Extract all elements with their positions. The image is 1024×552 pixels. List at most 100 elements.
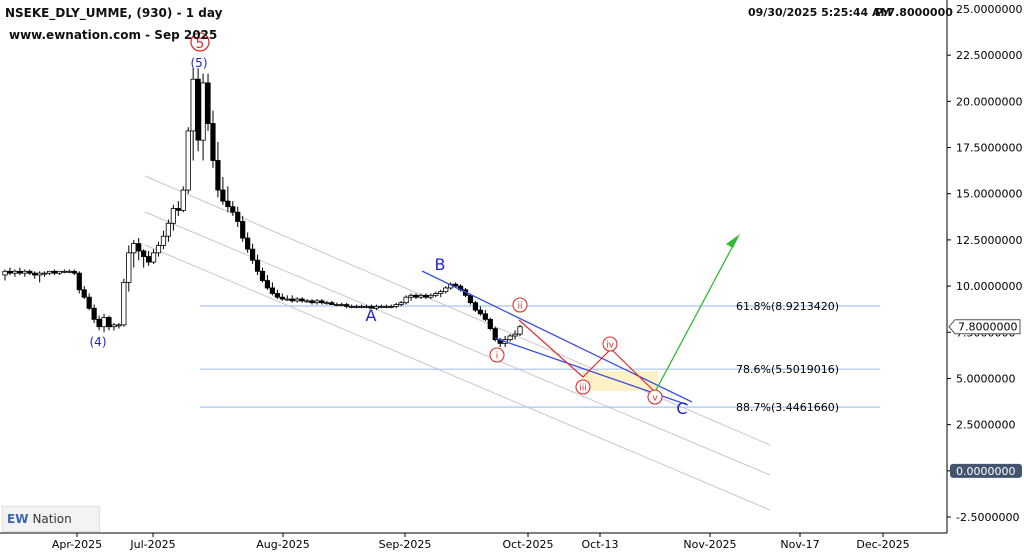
candle-body	[353, 306, 360, 308]
candle-body	[284, 298, 290, 301]
candle-body	[220, 189, 226, 202]
candle-body	[477, 309, 483, 315]
candle-body	[289, 298, 295, 302]
candle-body	[245, 237, 251, 250]
projection-arrowhead	[726, 234, 740, 248]
y-tick-label: 10.0000000	[956, 280, 1022, 293]
candle-body	[368, 306, 375, 309]
candle-body	[175, 208, 181, 211]
candle-body	[349, 306, 355, 308]
y-tick-label: 12.5000000	[956, 234, 1022, 247]
y-tick-label: 22.5000000	[956, 49, 1022, 62]
candle-body	[146, 256, 152, 263]
candle-body	[428, 294, 434, 298]
candle-body	[136, 243, 142, 252]
candle-body	[383, 306, 389, 308]
wave-sub-v-label: v	[652, 394, 658, 404]
x-tick-label: Jul-2025	[129, 538, 175, 551]
logo-text: Nation	[32, 512, 72, 526]
candle-body	[279, 296, 285, 300]
candle-body	[413, 294, 419, 298]
candle-body	[51, 270, 58, 274]
candle-body	[141, 250, 147, 257]
candle-body	[408, 294, 414, 298]
wave-label-4: (4)	[90, 335, 107, 349]
x-tick-label: Oct-2025	[503, 538, 554, 551]
y-tick-label: 2.5000000	[956, 419, 1016, 432]
candle-body	[453, 283, 459, 287]
candle-body	[423, 294, 429, 298]
candle-body	[37, 272, 43, 276]
candle-body	[56, 270, 63, 274]
wave-sub-iii-circle	[575, 379, 591, 395]
candle-body	[254, 259, 261, 272]
candle-body	[388, 306, 394, 308]
candle-body	[170, 208, 176, 224]
y-tick-label: 17.5000000	[956, 142, 1022, 155]
wave-5-circled-label: 5	[196, 36, 205, 52]
candle-body	[17, 270, 23, 274]
candle-body	[487, 318, 493, 329]
candle-body	[299, 298, 305, 302]
channel-line	[144, 244, 771, 511]
candle-body	[373, 306, 379, 309]
candle-body	[126, 252, 132, 283]
candle-body	[344, 304, 350, 307]
candle-body	[46, 270, 53, 274]
candle-body	[111, 324, 117, 328]
source-line: www.ewnation.com - Sep 2025	[9, 28, 218, 42]
fib-level-label: 88.7%(3.4461660)	[736, 401, 839, 414]
timestamp: 09/30/2025 5:25:44 AM	[748, 6, 892, 19]
wedge-upper-line	[421, 270, 693, 403]
y-tick-label: 5.0000000	[956, 372, 1016, 385]
wave-label-c: C	[676, 399, 687, 418]
ew-nation-logo-icon: EW Nation	[2, 506, 100, 532]
projected-path	[518, 319, 656, 393]
candle-body	[378, 306, 384, 308]
last-price-tag-label: 7.8000000	[958, 321, 1018, 334]
candle-body	[294, 298, 300, 302]
candle-body	[116, 324, 122, 327]
candle-body	[190, 78, 196, 132]
wave-sub-i-label: i	[496, 352, 499, 362]
candle-body	[12, 270, 18, 274]
candle-body	[96, 318, 102, 328]
x-tick-label: Apr-2025	[52, 538, 102, 551]
candle-body	[467, 294, 474, 304]
candle-body	[269, 287, 276, 294]
candle-body	[210, 123, 216, 161]
candle-body	[225, 200, 231, 208]
candle-body	[517, 326, 523, 335]
y-tick-label: 25.0000000	[956, 3, 1022, 16]
candle-body	[230, 206, 236, 213]
candle-body	[27, 270, 33, 274]
candle-body	[91, 307, 97, 320]
candle-body	[329, 302, 335, 305]
candle-body	[398, 302, 404, 305]
candle-body	[195, 78, 201, 141]
wave-sub-v-circle	[647, 389, 663, 405]
candle-body	[443, 287, 449, 293]
candle-body	[472, 302, 479, 311]
candle-body	[7, 270, 13, 274]
candle-body	[160, 235, 167, 246]
x-tick-label: Nov-17	[780, 538, 819, 551]
x-tick-label: Oct-13	[582, 538, 619, 551]
wave-5-circle	[190, 32, 210, 52]
wave-label-5: (5)	[191, 56, 208, 70]
x-tick-label: Aug-2025	[256, 538, 309, 551]
fib-level-label: 78.6%(5.5019016)	[736, 363, 839, 376]
candle-body	[334, 304, 340, 306]
candle-body	[274, 293, 280, 298]
candle-body	[264, 280, 271, 289]
candle-body	[482, 313, 488, 320]
candle-body	[309, 300, 315, 304]
y-tick-label: 15.0000000	[956, 188, 1022, 201]
candle-body	[101, 317, 107, 328]
zero-marker-label: 0.0000000	[956, 465, 1016, 478]
zero-marker	[950, 463, 1022, 478]
candle-body	[403, 296, 409, 304]
candle-body	[42, 272, 48, 275]
candle-body	[180, 189, 186, 211]
last-price-tag	[948, 319, 1021, 335]
